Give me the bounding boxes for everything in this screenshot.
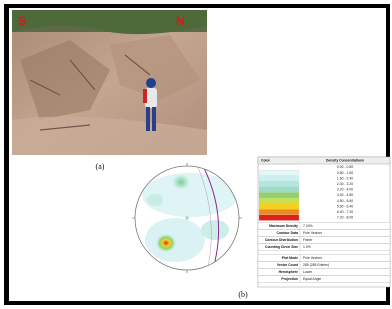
color-swatch	[259, 170, 299, 176]
header-cell: Color	[261, 159, 271, 163]
caption: (a)	[96, 162, 105, 171]
density-range: 1.60 - 2.40	[337, 176, 353, 180]
property-value: Equal Angle	[303, 277, 321, 281]
photo-label: N	[176, 14, 185, 28]
color-swatch	[259, 215, 299, 221]
color-swatch	[259, 198, 299, 204]
header-row	[258, 157, 390, 164]
density-range: 0.00 - 0.80	[337, 165, 353, 169]
density-range: 7.20 - 8.00	[337, 216, 353, 220]
property-value: Pole Vectors	[303, 231, 322, 235]
property-value: Pole Vectors	[303, 256, 322, 260]
header-cell: Density Concentrations	[326, 159, 364, 163]
density-range: 0.80 - 1.60	[337, 171, 353, 175]
property-row	[258, 255, 390, 262]
density-range: 5.60 - 6.40	[337, 204, 353, 208]
density-range: 2.40 - 3.20	[337, 182, 353, 186]
color-swatch	[259, 209, 299, 215]
property-name: Plot Mode	[282, 256, 298, 260]
property-value: 7.24%	[303, 224, 313, 228]
property-name: Counting Circle Size	[265, 245, 298, 249]
density-range: 4.00 - 4.80	[337, 193, 353, 197]
property-name: Contour Distribution	[265, 238, 298, 242]
property-value: Fisher	[303, 238, 313, 242]
color-swatch	[259, 181, 299, 187]
color-swatch	[259, 204, 299, 210]
property-value: Lower	[303, 270, 313, 274]
photo: S N	[12, 10, 207, 155]
figure: S N (a) Color Density Concentrations 0.00 …	[0, 0, 392, 309]
property-name: Contour Data	[277, 231, 299, 235]
caption: (b)	[238, 290, 248, 299]
property-value: 1.0%	[303, 245, 311, 249]
property-value: 285 (285 Entries)	[303, 263, 329, 267]
color-swatch	[259, 193, 299, 199]
color-swatch	[259, 176, 299, 182]
density-range: 6.40 - 7.20	[337, 210, 353, 214]
property-name: Vector Count	[277, 263, 299, 267]
photo-label: S	[18, 14, 26, 28]
color-swatch	[259, 187, 299, 193]
density-range: 4.80 - 5.60	[337, 199, 353, 203]
density-range: 3.20 - 4.00	[337, 188, 353, 192]
property-name: Hemisphere	[279, 270, 299, 274]
property-name: Projection	[281, 277, 298, 281]
property-row	[258, 276, 390, 283]
color-swatch	[259, 165, 299, 171]
property-name: Maximum Density	[269, 224, 298, 228]
density-table: Color Density Concentrations 0.00 - 0.80 0.…	[258, 157, 390, 287]
